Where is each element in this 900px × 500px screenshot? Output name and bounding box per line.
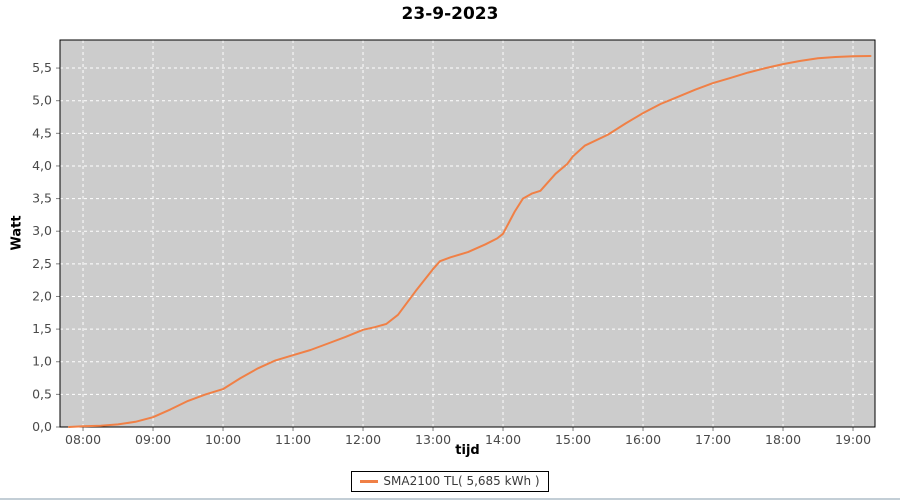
y-tick-label: 5,0 bbox=[32, 93, 52, 108]
x-tick-label: 16:00 bbox=[625, 432, 661, 447]
legend-line-swatch bbox=[360, 479, 379, 483]
x-tick-label: 12:00 bbox=[345, 432, 381, 447]
y-tick-label: 3,0 bbox=[32, 223, 52, 238]
y-tick-label: 0,5 bbox=[32, 386, 52, 401]
x-tick-label: 10:00 bbox=[205, 432, 241, 447]
y-tick-label: 1,0 bbox=[32, 354, 52, 369]
x-tick-label: 13:00 bbox=[415, 432, 451, 447]
x-tick-label: 19:00 bbox=[835, 432, 871, 447]
y-tick-label: 1,5 bbox=[32, 321, 52, 336]
x-tick-label: 15:00 bbox=[555, 432, 591, 447]
y-tick-label: 2,5 bbox=[32, 256, 52, 271]
plot-border bbox=[59, 39, 876, 428]
x-axis-label: tijd bbox=[455, 443, 480, 458]
y-tick-label: 2,0 bbox=[32, 288, 52, 303]
chart-title: 23-9-2023 bbox=[401, 4, 499, 24]
legend-label: SMA2100 TL( 5,685 kWh ) bbox=[383, 474, 540, 488]
y-tick-label: 4,5 bbox=[32, 125, 52, 140]
y-tick-label: 4,0 bbox=[32, 158, 52, 173]
y-tick-label: 3,5 bbox=[32, 191, 52, 206]
legend-box: SMA2100 TL( 5,685 kWh ) bbox=[351, 471, 549, 492]
x-tick-label: 09:00 bbox=[135, 432, 171, 447]
x-tick-label: 11:00 bbox=[275, 432, 311, 447]
legend: SMA2100 TL( 5,685 kWh ) bbox=[0, 471, 900, 492]
x-tick-label: 14:00 bbox=[485, 432, 521, 447]
x-tick-label: 18:00 bbox=[765, 432, 801, 447]
window-bottom-edge bbox=[0, 498, 900, 500]
x-tick-label: 17:00 bbox=[695, 432, 731, 447]
y-tick-label: 5,5 bbox=[32, 60, 52, 75]
y-tick-label: 0,0 bbox=[32, 419, 52, 434]
series-line bbox=[68, 55, 872, 428]
plot-background bbox=[60, 40, 875, 427]
x-tick-label: 08:00 bbox=[65, 432, 101, 447]
